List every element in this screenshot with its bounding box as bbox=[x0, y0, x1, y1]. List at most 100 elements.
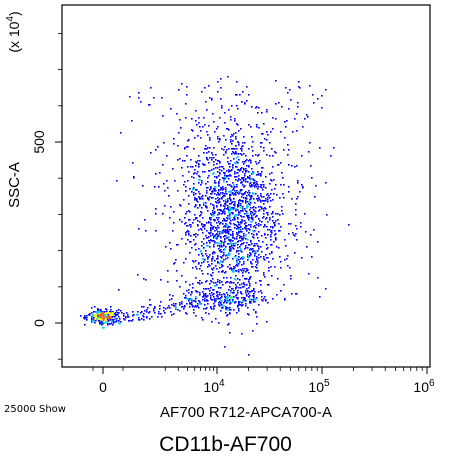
event-dot bbox=[255, 227, 257, 229]
event-dot bbox=[173, 211, 175, 213]
event-dot bbox=[261, 112, 263, 114]
event-dot bbox=[234, 148, 236, 150]
event-dot bbox=[277, 164, 279, 166]
event-dot bbox=[211, 152, 213, 154]
event-dot bbox=[258, 162, 260, 164]
event-dot bbox=[205, 206, 207, 208]
event-dot bbox=[214, 260, 216, 262]
event-dot bbox=[241, 101, 243, 103]
event-dot bbox=[105, 313, 107, 315]
event-dot bbox=[251, 299, 253, 301]
event-dot bbox=[232, 247, 234, 249]
event-dot bbox=[225, 306, 227, 308]
event-dot bbox=[153, 308, 155, 310]
event-dot bbox=[208, 240, 210, 242]
event-dot bbox=[214, 285, 216, 287]
event-dot bbox=[102, 323, 104, 325]
event-dot bbox=[247, 239, 249, 241]
event-dot bbox=[235, 275, 237, 277]
event-dot bbox=[173, 222, 175, 224]
event-dot bbox=[224, 296, 226, 298]
event-dot bbox=[263, 272, 265, 274]
event-dot bbox=[160, 279, 162, 281]
event-dot bbox=[210, 298, 212, 300]
event-dot bbox=[199, 280, 201, 282]
event-dot bbox=[221, 187, 223, 189]
event-dot bbox=[207, 273, 209, 275]
event-dot bbox=[227, 324, 229, 326]
event-dot bbox=[129, 96, 131, 98]
event-dot bbox=[251, 215, 253, 217]
event-dot bbox=[229, 226, 231, 228]
event-dot bbox=[184, 306, 186, 308]
event-dot bbox=[250, 198, 252, 200]
event-dot bbox=[115, 318, 117, 320]
event-dot bbox=[94, 317, 96, 319]
event-dot bbox=[223, 229, 225, 231]
event-dot bbox=[236, 228, 238, 230]
event-dot bbox=[232, 240, 234, 242]
event-dot bbox=[241, 154, 243, 156]
event-dot bbox=[234, 120, 236, 122]
event-dot bbox=[241, 302, 243, 304]
event-dot bbox=[234, 218, 236, 220]
event-dot bbox=[218, 189, 220, 191]
event-dot bbox=[242, 243, 244, 245]
event-dot bbox=[100, 318, 102, 320]
event-dot bbox=[153, 310, 155, 312]
event-dot bbox=[252, 192, 254, 194]
event-dot bbox=[235, 256, 237, 258]
event-dot bbox=[229, 307, 231, 309]
event-dot bbox=[246, 211, 248, 213]
event-dot bbox=[217, 231, 219, 233]
event-dot bbox=[253, 293, 255, 295]
event-dot bbox=[290, 275, 292, 277]
event-dot bbox=[251, 185, 253, 187]
event-dot bbox=[296, 165, 298, 167]
event-dot bbox=[201, 182, 203, 184]
event-dot bbox=[233, 309, 235, 311]
event-dot bbox=[197, 220, 199, 222]
event-dot bbox=[275, 238, 277, 240]
event-dot bbox=[251, 218, 253, 220]
event-dot bbox=[224, 146, 226, 148]
event-dot bbox=[207, 245, 209, 247]
event-dot bbox=[261, 207, 263, 209]
event-dot bbox=[252, 185, 254, 187]
event-dot bbox=[203, 261, 205, 263]
event-dot bbox=[230, 160, 232, 162]
event-dot bbox=[193, 219, 195, 221]
event-dot bbox=[236, 232, 238, 234]
event-dot bbox=[241, 150, 243, 152]
event-dot bbox=[160, 301, 162, 303]
event-dot bbox=[244, 227, 246, 229]
event-dot bbox=[230, 240, 232, 242]
event-dot bbox=[248, 256, 250, 258]
event-dot bbox=[225, 199, 227, 201]
event-dot bbox=[183, 308, 185, 310]
event-dot bbox=[226, 224, 228, 226]
event-dot bbox=[236, 260, 238, 262]
event-dot bbox=[238, 310, 240, 312]
event-dot bbox=[101, 324, 103, 326]
event-dot bbox=[234, 162, 236, 164]
event-dot bbox=[245, 235, 247, 237]
event-dot bbox=[103, 319, 105, 321]
event-dot bbox=[120, 321, 122, 323]
event-dot bbox=[232, 164, 234, 166]
event-dot bbox=[223, 293, 225, 295]
event-dot bbox=[117, 312, 119, 314]
event-dot bbox=[157, 146, 159, 148]
event-dot bbox=[216, 163, 218, 165]
event-dot bbox=[237, 247, 239, 249]
event-dot bbox=[149, 104, 151, 106]
event-dot bbox=[200, 214, 202, 216]
event-dot bbox=[225, 189, 227, 191]
event-dot bbox=[226, 299, 228, 301]
event-dot bbox=[247, 216, 249, 218]
event-dot bbox=[231, 296, 233, 298]
event-dot bbox=[214, 180, 216, 182]
event-dot bbox=[227, 296, 229, 298]
event-dot bbox=[158, 311, 160, 313]
event-dot bbox=[104, 317, 106, 319]
